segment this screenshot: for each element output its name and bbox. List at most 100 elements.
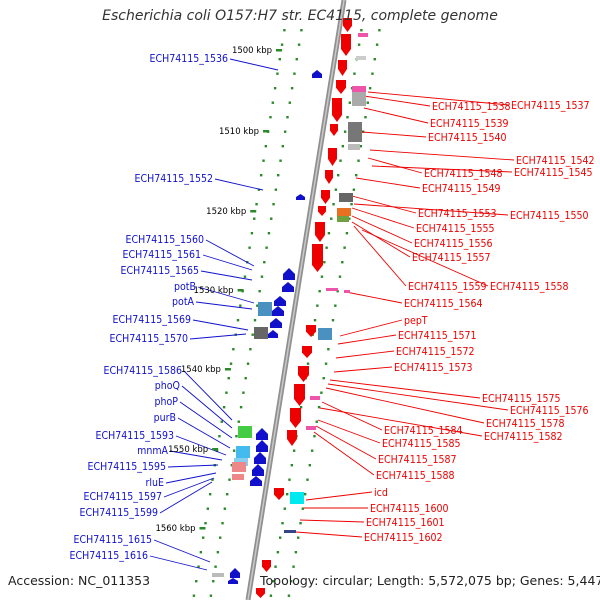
ruler-label: 1520 kbp	[206, 207, 246, 217]
gene-block	[348, 144, 360, 150]
reverse-gene-arrow	[274, 296, 286, 306]
forward-gene-arrow	[287, 430, 297, 446]
tick-dot	[300, 29, 303, 32]
tick-dot	[219, 536, 222, 539]
gene-label: ECH74115_1549	[422, 183, 500, 195]
gene-label: ECH74115_1600	[370, 503, 448, 515]
forward-gene-arrow	[321, 190, 330, 204]
gene-label: ECH74115_1576	[510, 405, 588, 417]
tick-dot	[283, 130, 287, 133]
reverse-gene-arrow	[230, 568, 240, 578]
tick-dot	[288, 478, 291, 481]
gene-label: ECH74115_1615	[74, 534, 152, 546]
reverse-gene-arrow	[283, 268, 295, 280]
gene-label: ECH74115_1582	[484, 431, 562, 443]
leader-line	[299, 519, 365, 523]
gene-label: ECH74115_1561	[123, 249, 201, 261]
gene-block	[318, 328, 332, 340]
leader-line	[327, 383, 509, 411]
ruler-tick	[263, 130, 270, 133]
leader-line	[363, 107, 429, 124]
tick-dot	[323, 261, 326, 264]
tick-dot	[343, 130, 347, 133]
forward-gene-arrow	[328, 148, 337, 166]
leader-line	[189, 333, 247, 340]
gene-block	[310, 396, 320, 400]
tick-dot	[338, 275, 342, 278]
tick-dot	[375, 43, 379, 46]
tick-dot	[281, 522, 284, 525]
tick-dot	[228, 478, 231, 481]
gene-block	[212, 573, 224, 577]
tick-dot	[332, 203, 335, 206]
leader-line	[192, 319, 249, 331]
leader-line	[363, 95, 431, 107]
leader-line	[195, 301, 253, 310]
tick-dot	[263, 261, 266, 264]
leader-line	[317, 419, 381, 444]
tick-dot	[334, 304, 337, 307]
tick-dot	[265, 246, 268, 249]
tick-dot	[218, 435, 221, 438]
gene-label: ECH74115_1578	[486, 418, 564, 430]
leader-line	[305, 491, 373, 501]
tick-dot	[258, 290, 261, 293]
tick-dot	[272, 203, 275, 206]
tick-dot	[215, 449, 219, 452]
gene-block	[238, 426, 252, 438]
gene-label: purB	[154, 412, 176, 424]
forward-gene-arrow	[290, 408, 301, 428]
gene-block	[337, 208, 351, 216]
ruler-label: 1540 kbp	[181, 365, 221, 375]
forward-gene-arrow	[325, 170, 333, 184]
tick-dot	[274, 188, 278, 191]
ruler-label: 1550 kbp	[168, 445, 208, 455]
leader-line	[367, 157, 423, 174]
ruler-tick	[250, 210, 257, 213]
tick-dot	[253, 319, 257, 322]
gene-label: ECH74115_1538	[432, 101, 510, 113]
tick-dot	[230, 464, 233, 467]
tick-dot	[242, 391, 245, 394]
leader-line	[353, 225, 407, 287]
gene-label: ECH74115_1573	[394, 362, 472, 374]
gene-label: ECH74115_1587	[378, 454, 456, 466]
tick-dot	[216, 551, 220, 554]
leader-line	[214, 178, 264, 191]
gene-label: ECH74115_1584	[384, 425, 462, 437]
tick-dot	[357, 43, 361, 46]
leader-line	[165, 472, 217, 484]
ruler-tick	[224, 368, 231, 371]
tick-dot	[276, 551, 280, 554]
forward-gene-arrow	[262, 560, 271, 572]
leader-line	[337, 334, 397, 345]
gene-label: phoQ	[155, 380, 180, 392]
tick-dot	[286, 116, 289, 119]
forward-gene-arrow	[312, 244, 323, 272]
gene-label: potA	[172, 296, 194, 308]
tick-dot	[279, 536, 282, 539]
tick-dot	[359, 145, 363, 148]
tick-dot	[232, 348, 235, 351]
tick-dot	[371, 72, 374, 75]
tick-dot	[255, 203, 258, 206]
leader-line	[351, 221, 411, 258]
tick-dot	[271, 101, 274, 104]
tick-dot	[276, 72, 279, 75]
tick-dot	[337, 174, 340, 177]
tick-dot	[306, 478, 309, 481]
tick-dot	[227, 377, 230, 380]
ruler-tick	[237, 289, 244, 292]
gene-block	[344, 290, 350, 293]
tick-dot	[285, 493, 289, 496]
reverse-gene-arrow	[282, 282, 294, 292]
gene-label: ECH74115_1555	[416, 223, 494, 235]
tick-dot	[336, 290, 339, 293]
gene-label: ECH74115_1595	[88, 461, 166, 473]
tick-dot	[248, 246, 251, 249]
leader-line	[177, 417, 231, 449]
tick-dot	[279, 159, 282, 162]
leader-line	[319, 407, 483, 437]
tick-dots	[192, 29, 381, 597]
